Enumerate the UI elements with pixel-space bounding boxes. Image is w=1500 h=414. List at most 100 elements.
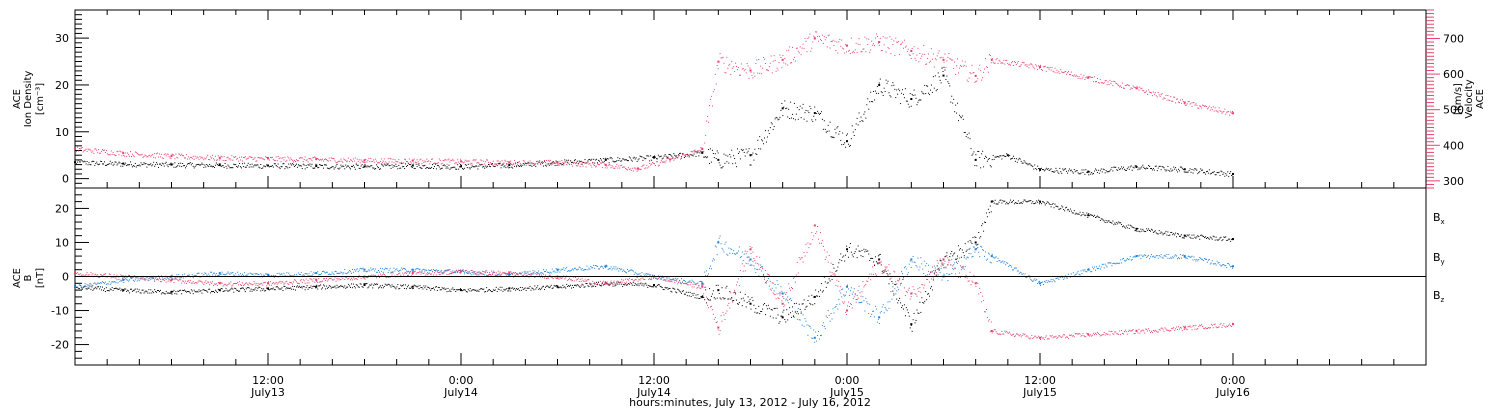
by-dot xyxy=(783,298,784,299)
density-dot xyxy=(488,164,489,165)
bx-dot xyxy=(375,284,376,285)
bx-dot xyxy=(1063,209,1064,210)
bx-dot xyxy=(1043,201,1044,202)
velocity-dot xyxy=(407,161,408,162)
velocity-dot xyxy=(311,160,312,161)
density-dot xyxy=(671,156,672,157)
density-dot xyxy=(969,133,970,134)
bx-dot xyxy=(662,287,663,288)
bx-dot xyxy=(106,287,107,288)
density-dot xyxy=(806,110,807,111)
density-dot xyxy=(1046,168,1047,169)
bx-dot xyxy=(1108,220,1109,221)
velocity-dot xyxy=(215,156,216,157)
bx-dot xyxy=(676,292,677,293)
density-dot xyxy=(546,166,547,167)
velocity-dot xyxy=(315,157,316,158)
velocity-dot xyxy=(886,51,887,52)
velocity-dot xyxy=(421,163,422,164)
density-dot xyxy=(82,160,83,161)
density-dot xyxy=(420,168,421,169)
bx-dot xyxy=(522,287,523,288)
velocity-dot xyxy=(143,157,144,158)
bx-dot xyxy=(542,286,543,287)
density-dot xyxy=(668,157,669,158)
density-dot xyxy=(695,156,696,157)
density-dot xyxy=(186,166,187,167)
bx-dot xyxy=(282,290,283,291)
by-dot xyxy=(556,268,557,269)
bx-dot xyxy=(882,271,883,272)
velocity-dot xyxy=(1153,92,1154,93)
by-dot xyxy=(784,292,785,293)
density-dot xyxy=(1143,167,1144,168)
density-dot xyxy=(1038,168,1039,169)
bx-dot xyxy=(729,291,730,292)
density-dot xyxy=(1062,168,1063,169)
by-dot xyxy=(430,270,431,271)
bx-dot xyxy=(143,290,144,291)
density-dot xyxy=(638,159,639,160)
density-dot xyxy=(1037,166,1038,167)
by-dot xyxy=(580,267,581,268)
velocity-dot xyxy=(563,165,564,166)
by-dot xyxy=(742,252,743,253)
density-dot xyxy=(116,164,117,165)
density-dot xyxy=(1027,164,1028,165)
density-dot xyxy=(204,165,205,166)
by-dot xyxy=(816,341,817,342)
by-dot xyxy=(1035,280,1036,281)
density-dot xyxy=(931,85,932,86)
by-dot xyxy=(763,274,764,275)
bx-dot xyxy=(1021,202,1022,203)
velocity-dot xyxy=(655,165,656,166)
bx-dot xyxy=(1038,200,1039,201)
bx-dot xyxy=(327,288,328,289)
by-dot xyxy=(279,273,280,274)
by-dot xyxy=(603,268,604,269)
velocity-dot xyxy=(1134,87,1135,88)
bx-dot xyxy=(321,289,322,290)
velocity-dot xyxy=(124,156,125,157)
velocity-dot xyxy=(490,162,491,163)
bx-dot xyxy=(362,286,363,287)
bx-dot xyxy=(197,291,198,292)
density-dot xyxy=(450,167,451,168)
by-dot xyxy=(235,273,236,274)
velocity-dot xyxy=(211,158,212,159)
density-dot xyxy=(575,159,576,160)
bx-dot xyxy=(480,288,481,289)
density-dot xyxy=(684,157,685,158)
density-dot xyxy=(530,165,531,166)
bx-dot xyxy=(692,293,693,294)
bx-dot xyxy=(737,303,738,304)
velocity-dot xyxy=(1203,105,1204,106)
velocity-dot xyxy=(258,157,259,158)
density-dot xyxy=(444,164,445,165)
density-dot xyxy=(920,100,921,101)
velocity-dot xyxy=(1201,108,1202,109)
density-dot xyxy=(1041,168,1042,169)
by-dot xyxy=(987,259,988,260)
density-dot xyxy=(379,169,380,170)
velocity-dot xyxy=(1230,111,1231,112)
density-dot xyxy=(120,166,121,167)
by-dot xyxy=(972,256,973,257)
velocity-dot xyxy=(823,43,824,44)
bx-dot xyxy=(997,204,998,205)
density-dot xyxy=(879,82,880,83)
bx-dot xyxy=(1206,238,1207,239)
density-dot xyxy=(376,164,377,165)
by-point xyxy=(557,269,559,271)
velocity-dot xyxy=(635,168,636,169)
by-dot xyxy=(602,266,603,267)
density-dot xyxy=(1084,174,1085,175)
by-dot xyxy=(388,272,389,273)
velocity-dot xyxy=(481,160,482,161)
velocity-dot xyxy=(446,160,447,161)
density-dot xyxy=(878,93,879,94)
density-dot xyxy=(357,165,358,166)
by-dot xyxy=(450,273,451,274)
by-dot xyxy=(476,275,477,276)
by-dot xyxy=(836,304,837,305)
